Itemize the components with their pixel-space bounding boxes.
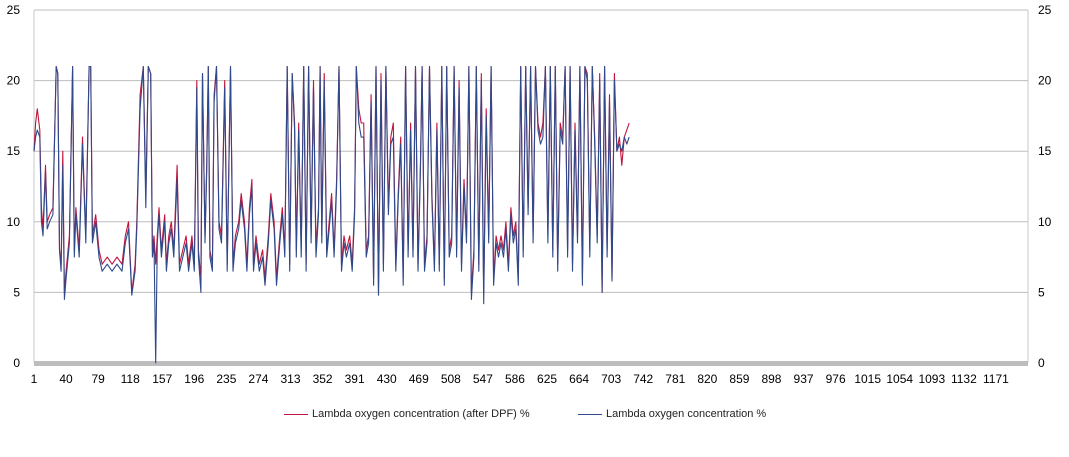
x-tick-label: 703 — [601, 372, 621, 386]
x-tick-label: 1015 — [854, 372, 881, 386]
y-tick-label-right: 10 — [1038, 215, 1052, 229]
x-tick-label: 1054 — [886, 372, 913, 386]
legend-swatch — [578, 413, 602, 415]
x-tick-label: 391 — [345, 372, 365, 386]
y-tick-label-left: 15 — [7, 144, 21, 158]
x-tick-label: 118 — [121, 372, 140, 386]
x-axis-baseline — [34, 361, 1028, 366]
legend-item-1: Lambda oxygen concentration (after DPF) … — [284, 408, 530, 420]
x-tick-label: 79 — [91, 372, 105, 386]
x-tick-label: 274 — [248, 372, 268, 386]
legend-label: Lambda oxygen concentration % — [606, 408, 767, 420]
y-tick-label-right: 20 — [1038, 74, 1052, 88]
x-tick-label: 196 — [184, 372, 204, 386]
x-tick-label: 235 — [216, 372, 236, 386]
x-tick-label: 40 — [59, 372, 73, 386]
x-tick-label: 430 — [377, 372, 397, 386]
series-line-2 — [33, 65, 630, 364]
x-tick-label: 976 — [826, 372, 846, 386]
legend: Lambda oxygen concentration (after DPF) … — [0, 408, 1069, 428]
y-tick-label-right: 0 — [1038, 356, 1045, 370]
x-tick-label: 1093 — [918, 372, 945, 386]
x-tick-label: 1132 — [951, 372, 977, 386]
y-tick-label-right: 15 — [1038, 144, 1052, 158]
x-tick-label: 1171 — [983, 372, 1009, 386]
legend-item-2: Lambda oxygen concentration % — [578, 408, 766, 420]
x-tick-label: 859 — [729, 372, 749, 386]
y-tick-label-left: 10 — [7, 215, 21, 229]
x-tick-label: 352 — [313, 372, 333, 386]
legend-swatch — [284, 413, 308, 415]
x-tick-label: 937 — [794, 372, 814, 386]
x-tick-label: 625 — [537, 372, 557, 386]
x-tick-label: 313 — [281, 372, 301, 386]
y-tick-label-left: 5 — [13, 285, 20, 299]
x-tick-label: 508 — [441, 372, 461, 386]
x-tick-label: 820 — [697, 372, 717, 386]
y-tick-label-left: 20 — [7, 74, 21, 88]
x-tick-label: 469 — [409, 372, 429, 386]
x-tick-label: 586 — [505, 372, 525, 386]
y-tick-label-right: 5 — [1038, 285, 1045, 299]
grid-layer — [34, 9, 1028, 293]
x-tick-label: 157 — [152, 372, 172, 386]
series-layer — [33, 65, 630, 364]
y-tick-label-right: 25 — [1038, 3, 1052, 17]
y-tick-label-left: 25 — [7, 3, 21, 17]
x-tick-label: 1 — [31, 372, 38, 386]
x-tick-label: 742 — [633, 372, 653, 386]
x-tick-label: 898 — [761, 372, 781, 386]
x-tick-label: 781 — [665, 372, 685, 386]
x-tick-label: 664 — [569, 372, 589, 386]
x-tick-label: 547 — [473, 372, 493, 386]
y-tick-label-left: 0 — [13, 356, 20, 370]
legend-label: Lambda oxygen concentration (after DPF) … — [312, 408, 530, 420]
